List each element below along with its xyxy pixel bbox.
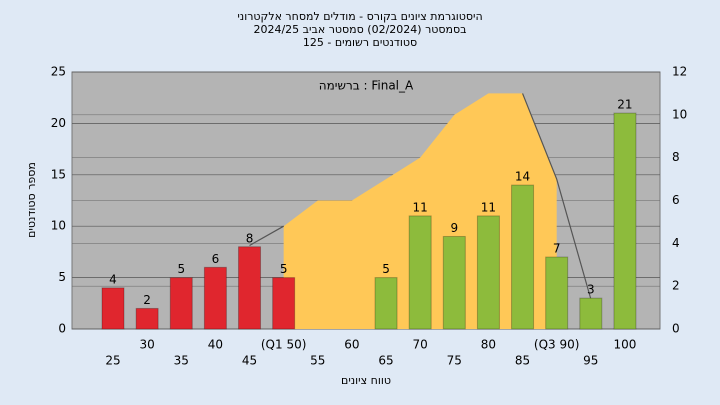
line — [522, 93, 592, 300]
data-label: 9 — [450, 221, 458, 235]
data-label: 7 — [553, 242, 561, 256]
bar — [272, 277, 296, 330]
y-tick-label: 20 — [51, 116, 66, 130]
x-tick-label: (Q1 50) — [261, 338, 307, 352]
bar — [442, 235, 466, 330]
bar — [613, 112, 637, 330]
bar — [238, 246, 262, 330]
y-tick-label: 10 — [51, 219, 66, 233]
y2-tick-label: 4 — [672, 236, 680, 250]
data-label: 11 — [481, 200, 496, 214]
x-tick-label: 85 — [515, 354, 530, 368]
bar — [101, 287, 125, 330]
data-label: 5 — [382, 262, 390, 276]
y-tick-label: 25 — [51, 65, 66, 79]
x-tick-label: 55 — [310, 354, 325, 368]
y2-tick-label: 12 — [672, 65, 687, 79]
x-tick-label: 75 — [447, 354, 462, 368]
data-label: 5 — [280, 262, 288, 276]
bar — [135, 307, 159, 330]
bar — [408, 215, 432, 330]
bar — [203, 266, 227, 330]
data-label: 6 — [212, 252, 220, 266]
x-tick-label: 25 — [105, 354, 120, 368]
data-label: 11 — [413, 200, 428, 214]
x-tick-label: 100 — [613, 338, 636, 352]
chart-subtitle: בסמסטר (02/2024) סמסטר אביב 2024/25 — [253, 23, 466, 36]
data-label: 14 — [515, 170, 530, 184]
y2-tick-label: 8 — [672, 150, 680, 164]
x-axis-label: טווח ציונים — [341, 374, 391, 387]
y2-tick-label: 6 — [672, 193, 680, 207]
x-tick-label: 65 — [378, 354, 393, 368]
x-tick-label: (Q3 90) — [534, 338, 580, 352]
y-tick-label: 5 — [58, 270, 66, 284]
bar — [579, 297, 603, 330]
y-axis-label: מספר סטודנטים — [25, 162, 38, 238]
bar — [374, 277, 398, 330]
data-label: 8 — [246, 231, 254, 245]
data-label: 4 — [109, 272, 117, 286]
x-tick-label: 40 — [208, 338, 223, 352]
x-tick-label: 35 — [174, 354, 189, 368]
y-tick-label: 0 — [58, 322, 66, 336]
data-label: 5 — [177, 262, 185, 276]
x-tick-label: 45 — [242, 354, 257, 368]
bar — [545, 256, 569, 330]
x-tick-label: 80 — [481, 338, 496, 352]
data-label: 21 — [617, 98, 632, 112]
data-label: 3 — [587, 283, 595, 297]
y-tick-label: 15 — [51, 167, 66, 181]
x-tick-label: 30 — [139, 338, 154, 352]
x-tick-label: 70 — [413, 338, 428, 352]
line — [249, 225, 284, 246]
chart-subtitle: סטודנטים רשומים - 125 — [303, 36, 417, 49]
bar — [511, 184, 535, 330]
chart-title: היסטוגרמת ציונים בקורס - מודלים למסחר אל… — [237, 10, 482, 23]
y2-tick-label: 10 — [672, 107, 687, 121]
bar — [169, 277, 193, 330]
x-tick-label: 95 — [583, 354, 598, 368]
x-tick-label: 60 — [344, 338, 359, 352]
y2-tick-label: 0 — [672, 322, 680, 336]
y2-tick-label: 2 — [672, 279, 680, 293]
data-label: 2 — [143, 293, 151, 307]
bar — [476, 215, 500, 330]
annotation: ברשימה : Final_A — [319, 79, 414, 93]
